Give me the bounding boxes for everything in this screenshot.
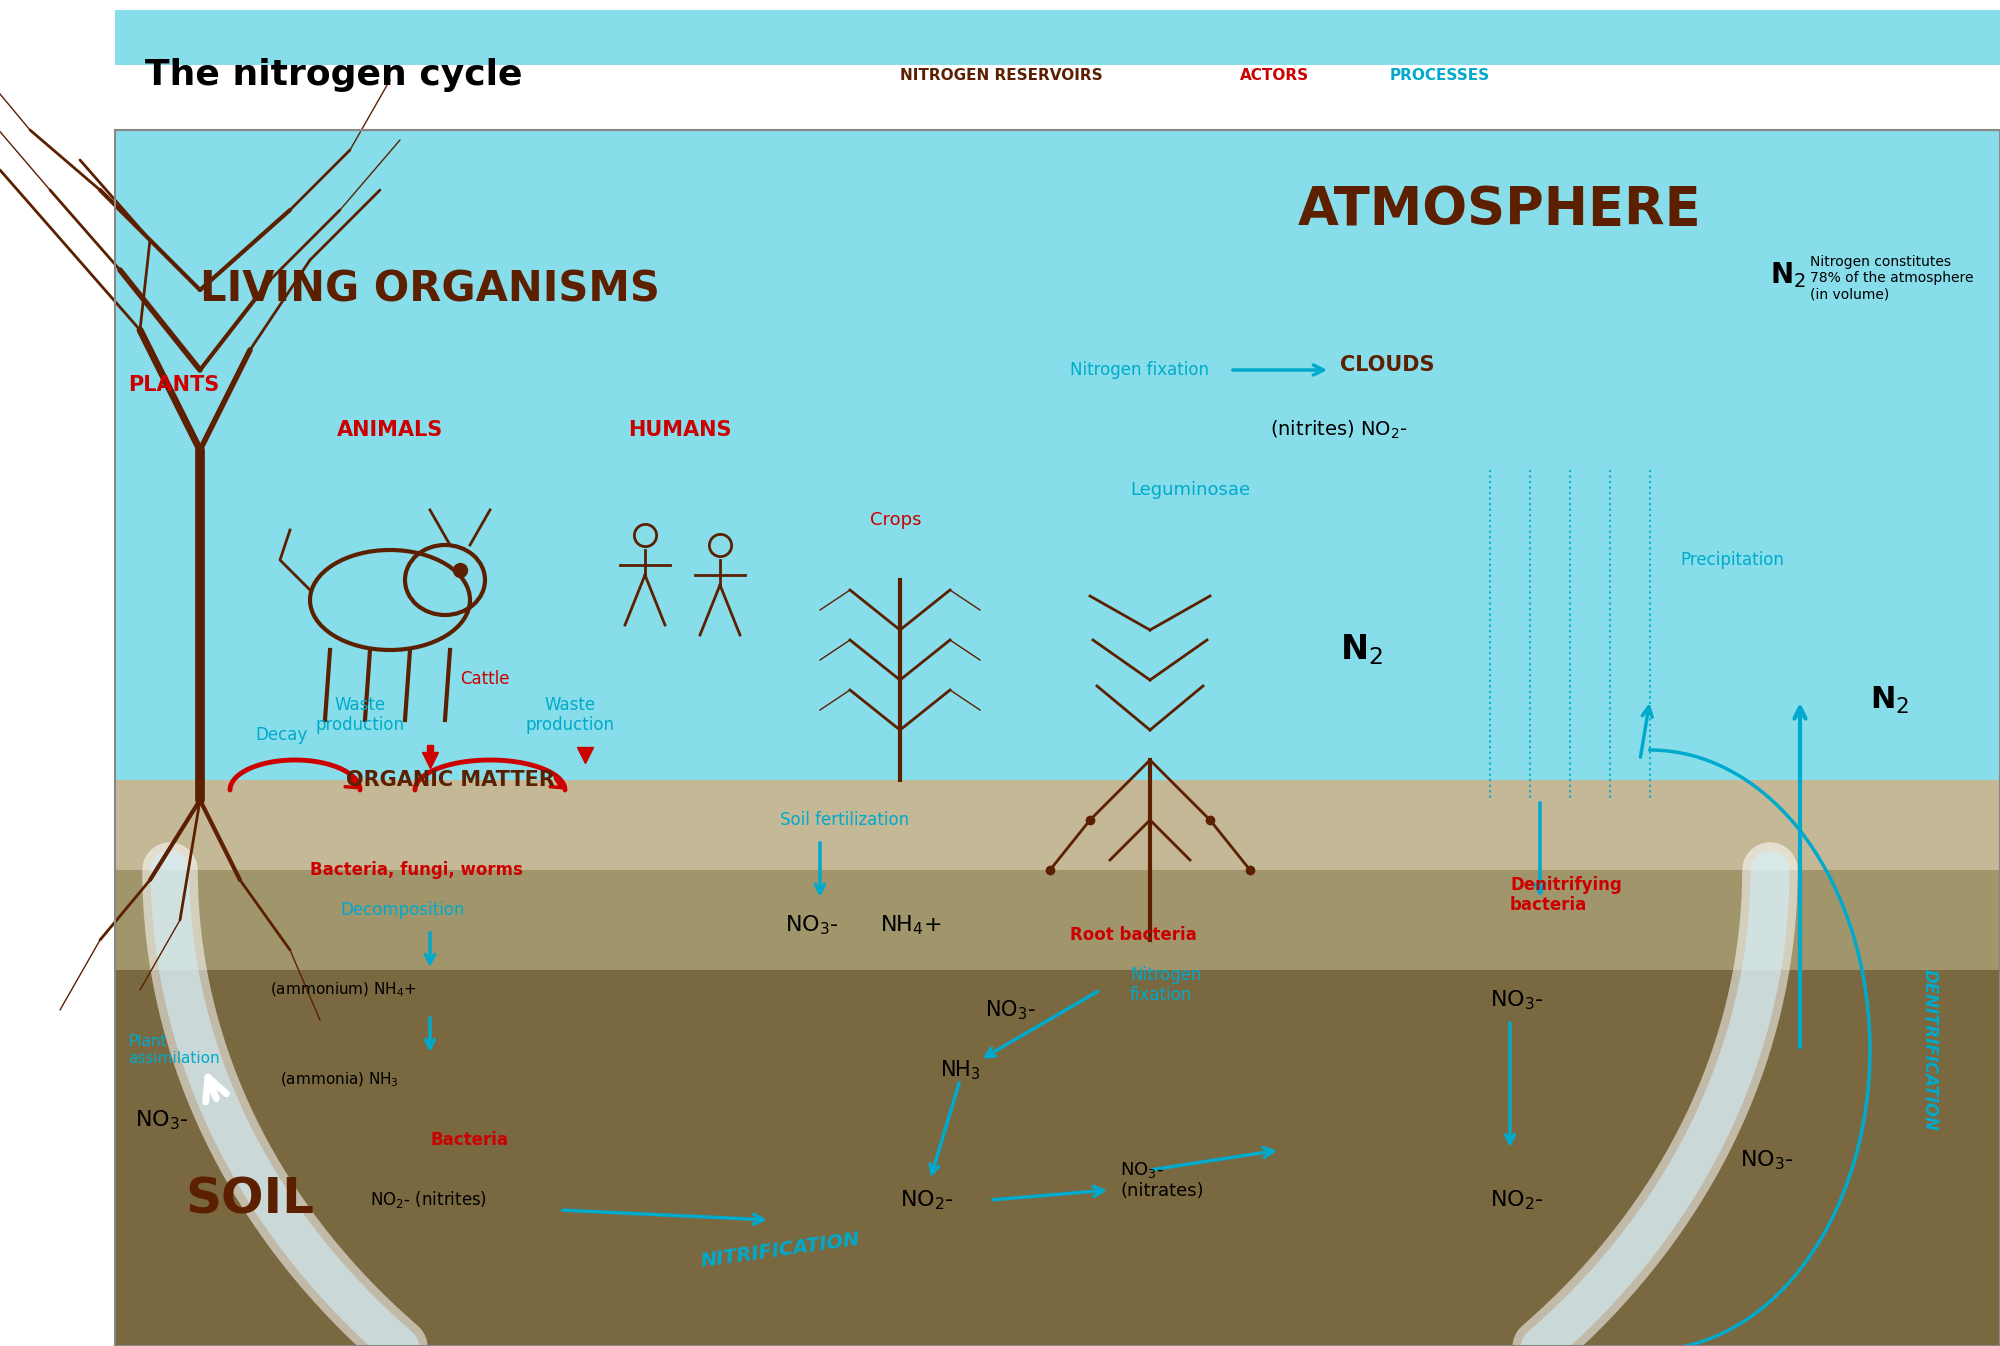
Text: N$_2$: N$_2$ — [1340, 633, 1382, 668]
Text: N$_2$: N$_2$ — [1770, 260, 1806, 289]
Text: DENITRIFICATION: DENITRIFICATION — [1920, 969, 1940, 1131]
Text: NO$_3$-: NO$_3$- — [1490, 988, 1544, 1012]
Text: Plant
assimilation: Plant assimilation — [128, 1034, 220, 1066]
Text: SOIL: SOIL — [186, 1176, 314, 1224]
Text: NO$_3$-
(nitrates): NO$_3$- (nitrates) — [1120, 1160, 1204, 1201]
Text: Decay: Decay — [256, 725, 308, 744]
Text: NITRIFICATION: NITRIFICATION — [700, 1229, 860, 1271]
Text: CLOUDS: CLOUDS — [1340, 355, 1434, 376]
Text: NITROGEN RESERVOIRS: NITROGEN RESERVOIRS — [900, 67, 1102, 82]
Text: NH$_4$+: NH$_4$+ — [880, 913, 942, 937]
Text: The nitrogen cycle: The nitrogen cycle — [144, 58, 522, 92]
Bar — [116, 131, 2000, 830]
Bar — [116, 779, 2000, 870]
Text: (ammonium) NH$_4$+: (ammonium) NH$_4$+ — [270, 981, 416, 999]
Text: Waste
production: Waste production — [316, 696, 404, 735]
Text: ATMOSPHERE: ATMOSPHERE — [1298, 184, 1702, 236]
Text: Bacteria, fungi, worms: Bacteria, fungi, worms — [310, 861, 522, 879]
Text: ACTORS: ACTORS — [1240, 67, 1310, 82]
Bar — [0, 0, 2000, 131]
Text: NO$_2$- (nitrites): NO$_2$- (nitrites) — [370, 1190, 486, 1210]
Text: Root bacteria: Root bacteria — [1070, 926, 1196, 944]
Text: LIVING ORGANISMS: LIVING ORGANISMS — [200, 269, 660, 311]
Bar — [116, 970, 2000, 1346]
Bar — [116, 870, 2000, 970]
Bar — [116, 9, 2000, 65]
Text: NO$_3$-: NO$_3$- — [1740, 1148, 1794, 1172]
Text: NO$_3$-: NO$_3$- — [136, 1108, 188, 1132]
Text: Denitrifying
bacteria: Denitrifying bacteria — [1510, 876, 1622, 914]
Text: ANIMALS: ANIMALS — [336, 420, 444, 440]
Text: Nitrogen
fixation: Nitrogen fixation — [1130, 965, 1202, 1004]
Text: PLANTS: PLANTS — [128, 376, 220, 394]
Text: Nitrogen constitutes
78% of the atmosphere
(in volume): Nitrogen constitutes 78% of the atmosphe… — [1810, 254, 1974, 302]
Text: Cattle: Cattle — [460, 670, 510, 688]
Text: N$_2$: N$_2$ — [1870, 685, 1910, 716]
Text: NO$_2$-: NO$_2$- — [900, 1189, 954, 1211]
Text: (nitrites) NO$_2$-: (nitrites) NO$_2$- — [1270, 419, 1408, 441]
Text: HUMANS: HUMANS — [628, 420, 732, 440]
Text: NO$_3$-: NO$_3$- — [984, 999, 1036, 1022]
Text: ORGANIC MATTER: ORGANIC MATTER — [346, 770, 554, 790]
Text: Nitrogen fixation: Nitrogen fixation — [1070, 361, 1208, 380]
Text: Crops: Crops — [870, 511, 922, 529]
Text: NO$_3$-: NO$_3$- — [784, 913, 838, 937]
Text: Soil fertilization: Soil fertilization — [780, 812, 910, 829]
Text: NO$_2$-: NO$_2$- — [1490, 1189, 1544, 1211]
Text: PROCESSES: PROCESSES — [1390, 67, 1490, 82]
Text: NH$_3$: NH$_3$ — [940, 1058, 980, 1082]
Text: Precipitation: Precipitation — [1680, 551, 1784, 569]
Text: Decomposition: Decomposition — [340, 900, 464, 919]
Text: Bacteria: Bacteria — [430, 1131, 508, 1149]
Text: Waste
production: Waste production — [526, 696, 614, 735]
Text: (ammonia) NH$_3$: (ammonia) NH$_3$ — [280, 1071, 398, 1089]
Text: Leguminosae: Leguminosae — [1130, 481, 1250, 499]
